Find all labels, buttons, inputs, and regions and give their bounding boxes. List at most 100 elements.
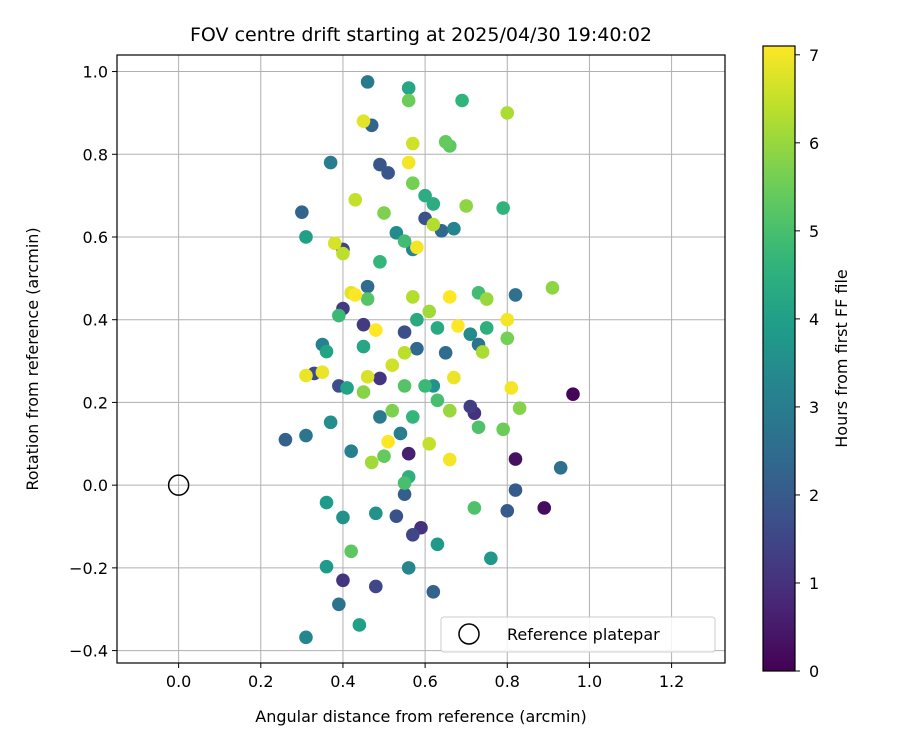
data-point (508, 288, 523, 302)
data-point (512, 401, 527, 416)
colorbar-ticks: 0 1 2 3 4 5 6 7 (795, 46, 819, 681)
data-point (319, 559, 334, 574)
colorbar-tick-label: 0 (809, 662, 819, 681)
data-point (356, 114, 371, 128)
data-point (438, 135, 453, 149)
data-point (500, 312, 515, 327)
data-point (299, 428, 313, 443)
legend: Reference platepar (440, 616, 716, 653)
data-point (504, 381, 519, 395)
data-point (397, 345, 412, 360)
data-point (344, 544, 358, 559)
data-point (426, 197, 441, 211)
data-point (389, 226, 404, 240)
grid-lines (117, 55, 725, 663)
chart-title: FOV centre drift starting at 2025/04/30 … (190, 24, 652, 46)
data-point (401, 155, 416, 170)
x-tick-label: 0.4 (330, 672, 355, 691)
y-tick-label: 0.2 (83, 393, 108, 412)
data-point (430, 537, 445, 552)
reference-marker-layer (167, 474, 190, 496)
colorbar: 0 1 2 3 4 5 6 7 Hours from first FF file (762, 45, 851, 681)
data-point (447, 221, 461, 236)
data-point (397, 325, 412, 339)
data-point (369, 323, 383, 337)
data-point (364, 455, 379, 470)
data-point (344, 444, 358, 459)
data-point (336, 573, 350, 588)
data-point (299, 230, 313, 244)
x-tick-label: 0.6 (412, 672, 437, 691)
data-point (463, 399, 478, 414)
plot-frame (116, 54, 726, 664)
data-point (508, 483, 523, 497)
data-point (500, 503, 515, 518)
y-tick-label: 1.0 (83, 63, 108, 82)
legend-label-reference: Reference platepar (507, 625, 660, 644)
colorbar-tick-label: 1 (809, 574, 819, 593)
data-point (442, 403, 457, 418)
data-point (319, 344, 334, 359)
data-point (385, 403, 400, 418)
data-point (438, 345, 453, 360)
data-point (356, 339, 371, 354)
legend-marker-reference (458, 623, 480, 645)
data-point (336, 510, 350, 525)
data-point (410, 341, 424, 356)
data-point (496, 201, 510, 215)
data-point (426, 217, 441, 232)
data-point (360, 292, 375, 306)
x-tick-label: 1.2 (659, 672, 684, 691)
data-point (356, 385, 371, 399)
data-point (397, 487, 412, 502)
data-point (430, 393, 445, 408)
data-point (389, 509, 404, 523)
data-point (360, 75, 375, 89)
data-point (373, 157, 387, 172)
colorbar-tick-label: 5 (809, 222, 819, 241)
data-point (479, 321, 494, 335)
reference-platepar-marker (167, 474, 190, 496)
data-point (442, 290, 457, 304)
colorbar-tick-label: 6 (809, 134, 819, 153)
colorbar-label: Hours from first FF file (832, 269, 851, 448)
data-point (397, 234, 412, 248)
y-tick-label: −0.2 (69, 559, 108, 578)
x-tick-label: 0.0 (166, 672, 191, 691)
data-point (405, 290, 420, 304)
data-point (405, 136, 420, 151)
data-point (463, 327, 478, 341)
y-axis-label: Rotation from reference (arcmin) (23, 227, 42, 490)
data-point (451, 319, 465, 333)
data-point (360, 279, 375, 294)
data-point (422, 304, 437, 319)
data-point (418, 379, 432, 393)
data-point (348, 192, 363, 207)
axis-ticks: 0.0 0.2 0.4 0.6 0.8 1.0 1.2 −0.4 −0.2 0.0 0.2 0.4 0.… (69, 63, 684, 691)
data-point (566, 387, 580, 401)
colorbar-tick-label: 3 (809, 398, 819, 417)
colorbar-tick-label: 7 (809, 46, 819, 65)
data-point (475, 345, 490, 359)
data-point (369, 579, 383, 594)
data-point (422, 436, 437, 451)
colorbar-tick-label: 2 (809, 486, 819, 505)
data-point (401, 446, 416, 461)
data-point (479, 292, 494, 306)
data-point (500, 331, 515, 346)
data-point (500, 106, 515, 120)
data-point (537, 501, 552, 515)
data-point (545, 281, 560, 295)
data-point (340, 381, 354, 395)
x-tick-label: 0.2 (248, 672, 273, 691)
data-point (323, 155, 338, 170)
data-point (315, 365, 330, 380)
data-point (426, 585, 441, 599)
data-point (459, 199, 473, 213)
data-point (381, 166, 395, 180)
data-point (471, 420, 486, 435)
data-point (385, 358, 400, 373)
data-point (352, 618, 367, 632)
data-point (508, 452, 523, 466)
